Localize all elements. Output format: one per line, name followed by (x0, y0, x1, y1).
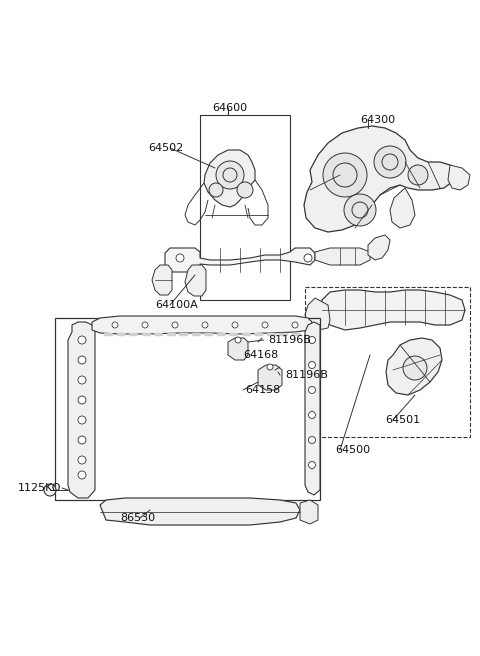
Circle shape (78, 436, 86, 444)
Circle shape (323, 153, 367, 197)
Polygon shape (305, 322, 320, 495)
Circle shape (232, 322, 238, 328)
Text: 64500: 64500 (335, 445, 370, 455)
Circle shape (78, 471, 86, 479)
Polygon shape (165, 248, 315, 272)
Text: 64300: 64300 (360, 115, 395, 125)
Circle shape (344, 194, 376, 226)
Circle shape (172, 322, 178, 328)
Circle shape (309, 337, 315, 344)
Circle shape (235, 337, 241, 343)
Polygon shape (305, 298, 330, 330)
Polygon shape (300, 500, 318, 524)
Circle shape (44, 484, 56, 496)
Text: 86530: 86530 (120, 513, 155, 523)
Circle shape (403, 356, 427, 380)
Circle shape (78, 376, 86, 384)
Text: 64501: 64501 (385, 415, 420, 425)
Polygon shape (390, 188, 415, 228)
Bar (200, 115, 290, 300)
Bar (55, 318, 320, 500)
Circle shape (202, 322, 208, 328)
Text: 64502: 64502 (148, 143, 183, 153)
Polygon shape (315, 248, 370, 265)
Text: 64100A: 64100A (155, 300, 198, 310)
Circle shape (292, 322, 298, 328)
Circle shape (309, 436, 315, 443)
Polygon shape (92, 316, 312, 334)
Polygon shape (68, 322, 95, 498)
Circle shape (309, 462, 315, 468)
Circle shape (78, 456, 86, 464)
Circle shape (304, 254, 312, 262)
Polygon shape (322, 290, 465, 330)
Polygon shape (304, 126, 455, 232)
Polygon shape (368, 235, 390, 260)
Text: 81196B: 81196B (268, 335, 311, 345)
Circle shape (237, 182, 253, 198)
Circle shape (216, 161, 244, 189)
Circle shape (112, 322, 118, 328)
Text: 64168: 64168 (243, 350, 278, 360)
Polygon shape (228, 338, 248, 360)
Circle shape (176, 254, 184, 262)
Circle shape (78, 356, 86, 364)
Text: 1125KO: 1125KO (18, 483, 61, 493)
Polygon shape (185, 265, 206, 296)
Circle shape (78, 416, 86, 424)
Polygon shape (204, 150, 255, 207)
Polygon shape (100, 498, 300, 525)
Polygon shape (258, 365, 282, 390)
Polygon shape (152, 265, 172, 295)
Circle shape (78, 396, 86, 404)
Text: 81196B: 81196B (285, 370, 328, 380)
Polygon shape (448, 165, 470, 190)
Circle shape (408, 165, 428, 185)
Polygon shape (386, 338, 442, 395)
Text: 64158: 64158 (245, 385, 280, 395)
Circle shape (209, 183, 223, 197)
Text: 64600: 64600 (213, 103, 248, 113)
Circle shape (142, 322, 148, 328)
Circle shape (267, 364, 273, 370)
Bar (305, 287, 470, 437)
Circle shape (309, 361, 315, 369)
Circle shape (262, 322, 268, 328)
Circle shape (374, 146, 406, 178)
Circle shape (309, 386, 315, 394)
Circle shape (78, 336, 86, 344)
Circle shape (309, 411, 315, 419)
